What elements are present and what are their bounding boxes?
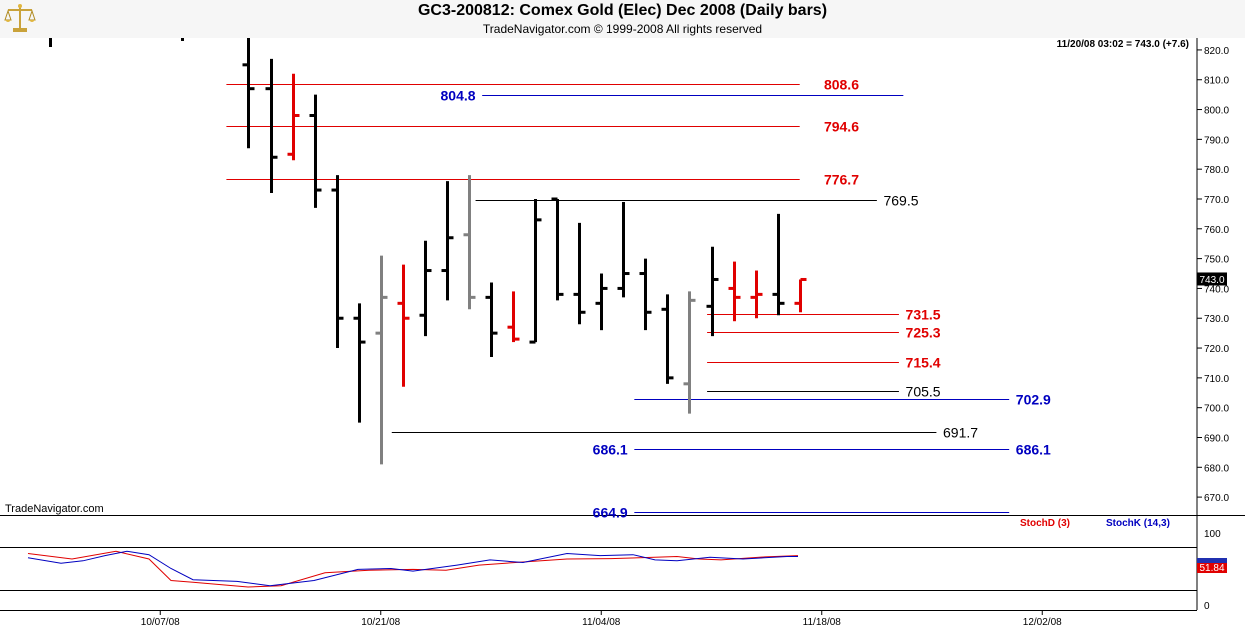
ohlc-bar — [595, 273, 608, 331]
ohlc-bar — [463, 175, 476, 310]
level-label: 686.1 — [1016, 442, 1051, 458]
ohlc-bar — [706, 246, 719, 337]
y-tick-label: 670.0 — [1204, 493, 1229, 504]
ohlc-bar — [397, 264, 410, 387]
ohlc-bar — [617, 201, 630, 298]
level-label: 776.7 — [824, 172, 859, 188]
ohlc-bar — [441, 181, 454, 301]
last-price-label: 743.0 — [1199, 275, 1224, 286]
x-tick-label: 11/18/08 — [803, 617, 842, 628]
ohlc-bar — [794, 277, 807, 313]
ohlc-bar — [573, 222, 586, 325]
y-tick-label: 780.0 — [1204, 165, 1229, 176]
y-tick-label: 740.0 — [1204, 284, 1229, 295]
y-tick-label: 700.0 — [1204, 404, 1229, 415]
level-label: 731.5 — [906, 307, 941, 323]
x-tick-label: 12/02/08 — [1023, 617, 1062, 628]
ohlc-bar — [683, 291, 696, 414]
x-tick-label: 10/07/08 — [141, 617, 180, 628]
level-label: 664.9 — [593, 505, 628, 521]
chart-header: GC3-200812: Comex Gold (Elec) Dec 2008 (… — [0, 0, 1245, 38]
ohlc-bar — [507, 291, 520, 343]
watermark: TradeNavigator.com — [5, 503, 104, 515]
level-label: 804.8 — [441, 88, 476, 104]
y-tick-label: 710.0 — [1204, 374, 1229, 385]
y-tick-label: 680.0 — [1204, 463, 1229, 474]
ohlc-bar — [728, 261, 741, 322]
ohlc-bar — [265, 58, 278, 194]
stoch-value-marker: 51.84 — [1197, 558, 1227, 574]
legend-stochd: StochD (3) — [1020, 518, 1070, 529]
ohlc-bar — [639, 258, 652, 331]
x-tick-label: 10/21/08 — [361, 617, 400, 628]
ohlc-bar — [551, 197, 564, 301]
stochd-line — [27, 550, 799, 588]
ohlc-bar — [375, 255, 388, 465]
level-label: 794.6 — [824, 119, 859, 135]
stoch-y-label: 0 — [1204, 601, 1210, 612]
ohlc-bar — [661, 294, 674, 384]
level-label: 715.4 — [906, 355, 941, 371]
level-label: 769.5 — [883, 193, 918, 209]
ohlc-bar — [750, 270, 763, 319]
level-label: 808.6 — [824, 77, 859, 93]
ohlc-bar — [309, 94, 322, 208]
ohlc-bar — [287, 73, 300, 161]
x-tick-label: 11/04/08 — [582, 617, 621, 628]
quote-readout: 11/20/08 03:02 = 743.0 (+7.6) — [1057, 39, 1189, 50]
level-label-left: 686.1 — [593, 442, 628, 458]
stochk-line — [27, 550, 798, 587]
y-tick-label: 820.0 — [1204, 46, 1229, 57]
scales-of-justice-icon — [4, 4, 36, 32]
y-tick-label: 720.0 — [1204, 344, 1229, 355]
level-label: 691.7 — [943, 425, 978, 441]
stoch-value-label: 51.84 — [1199, 563, 1224, 574]
y-tick-label: 770.0 — [1204, 195, 1229, 206]
page-title: GC3-200812: Comex Gold (Elec) Dec 2008 (… — [417, 2, 828, 19]
y-tick-label: 750.0 — [1204, 255, 1229, 266]
level-label: 702.9 — [1016, 392, 1051, 408]
ohlc-bar — [772, 213, 785, 316]
y-tick-label: 810.0 — [1204, 76, 1229, 87]
ohlc-bar — [331, 175, 344, 349]
y-tick-label: 730.0 — [1204, 314, 1229, 325]
last-price-marker: 743.0 — [1197, 272, 1227, 286]
ohlc-bar — [529, 198, 542, 344]
page-subtitle: TradeNavigator.com © 1999-2008 All right… — [482, 22, 763, 36]
ohlc-bar — [419, 240, 432, 337]
y-tick-label: 760.0 — [1204, 225, 1229, 236]
ohlc-bar — [181, 38, 184, 41]
level-label: 705.5 — [906, 384, 941, 400]
y-tick-label: 800.0 — [1204, 106, 1229, 117]
level-label: 725.3 — [906, 325, 941, 341]
legend-stochk: StochK (14,3) — [1106, 518, 1170, 529]
y-tick-label: 790.0 — [1204, 135, 1229, 146]
ohlc-bar — [242, 38, 255, 149]
stoch-y-label: 100 — [1204, 529, 1221, 540]
ohlc-bar — [353, 303, 366, 423]
ohlc-bar — [485, 282, 498, 357]
y-tick-label: 690.0 — [1204, 433, 1229, 444]
